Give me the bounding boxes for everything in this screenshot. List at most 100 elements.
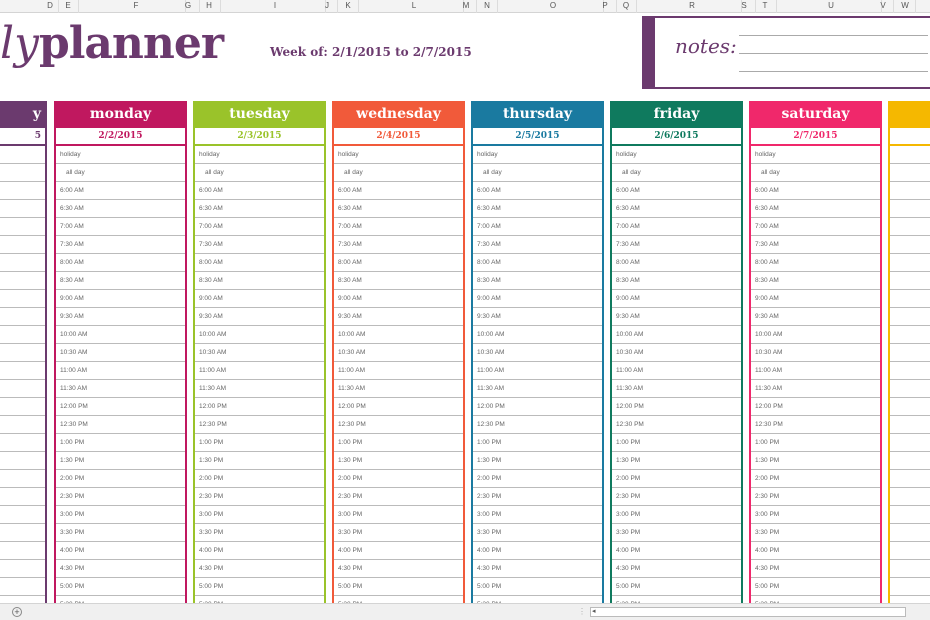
time-slot[interactable]: [890, 182, 930, 200]
time-slot[interactable]: 9:00 AM: [751, 290, 880, 308]
time-slot[interactable]: [0, 434, 45, 452]
time-slot[interactable]: 12:00 PM: [56, 398, 185, 416]
column-separator[interactable]: [199, 0, 200, 13]
time-slot[interactable]: 9:00 AM: [473, 290, 602, 308]
time-slot[interactable]: [890, 560, 930, 578]
time-slot[interactable]: 8:00 AM: [751, 254, 880, 272]
column-separator[interactable]: [755, 0, 756, 13]
time-slot[interactable]: 10:30 AM: [751, 344, 880, 362]
time-slot[interactable]: holiday: [195, 146, 324, 164]
time-slot[interactable]: 11:00 AM: [195, 362, 324, 380]
column-separator[interactable]: [741, 0, 742, 13]
time-slot[interactable]: [0, 452, 45, 470]
time-slot[interactable]: 9:30 AM: [751, 308, 880, 326]
time-slot[interactable]: 8:30 AM: [473, 272, 602, 290]
time-slot[interactable]: 6:30 AM: [56, 200, 185, 218]
column-separator[interactable]: [776, 0, 777, 13]
column-letter[interactable]: Q: [622, 1, 630, 10]
time-slot[interactable]: 3:30 PM: [751, 524, 880, 542]
time-slot[interactable]: [890, 308, 930, 326]
column-letter[interactable]: H: [206, 1, 212, 10]
time-slot[interactable]: 4:00 PM: [751, 542, 880, 560]
time-slot[interactable]: 1:00 PM: [612, 434, 741, 452]
time-slot[interactable]: [890, 362, 930, 380]
time-slot[interactable]: [0, 416, 45, 434]
column-separator[interactable]: [78, 0, 79, 13]
time-slot[interactable]: 12:00 PM: [473, 398, 602, 416]
time-slot[interactable]: 12:00 PM: [334, 398, 463, 416]
time-slot[interactable]: 8:00 AM: [473, 254, 602, 272]
time-slot[interactable]: 12:00 PM: [751, 398, 880, 416]
time-slot[interactable]: 12:30 PM: [195, 416, 324, 434]
time-slot[interactable]: all day: [612, 164, 741, 182]
time-slot[interactable]: 4:30 PM: [334, 560, 463, 578]
time-slot[interactable]: [890, 578, 930, 596]
time-slot[interactable]: 4:30 PM: [56, 560, 185, 578]
time-slot[interactable]: 5:00 PM: [612, 578, 741, 596]
time-slot[interactable]: [890, 398, 930, 416]
time-slot[interactable]: 4:00 PM: [473, 542, 602, 560]
time-slot[interactable]: [0, 470, 45, 488]
time-slot[interactable]: 10:00 AM: [56, 326, 185, 344]
column-separator[interactable]: [476, 0, 477, 13]
time-slot[interactable]: 6:30 AM: [751, 200, 880, 218]
time-slot[interactable]: 12:30 PM: [751, 416, 880, 434]
time-slot[interactable]: [0, 488, 45, 506]
time-slot[interactable]: 5:00 PM: [195, 578, 324, 596]
time-slot[interactable]: [890, 470, 930, 488]
time-slot[interactable]: 8:30 AM: [195, 272, 324, 290]
time-slot[interactable]: 4:00 PM: [56, 542, 185, 560]
time-slot[interactable]: [0, 542, 45, 560]
time-slot[interactable]: 2:00 PM: [751, 470, 880, 488]
time-slot[interactable]: [0, 200, 45, 218]
column-separator[interactable]: [636, 0, 637, 13]
time-slot[interactable]: 3:30 PM: [612, 524, 741, 542]
time-slot[interactable]: 3:00 PM: [195, 506, 324, 524]
time-slot[interactable]: 5:00 PM: [473, 578, 602, 596]
time-slot[interactable]: 5:00 PM: [751, 578, 880, 596]
time-slot[interactable]: [0, 182, 45, 200]
time-slot[interactable]: [0, 272, 45, 290]
time-slot[interactable]: 1:00 PM: [334, 434, 463, 452]
time-slot[interactable]: [890, 416, 930, 434]
time-slot[interactable]: 8:30 AM: [612, 272, 741, 290]
time-slot[interactable]: 9:00 AM: [56, 290, 185, 308]
time-slot[interactable]: 11:30 AM: [56, 380, 185, 398]
time-slot[interactable]: 7:30 AM: [612, 236, 741, 254]
time-slot[interactable]: 7:30 AM: [195, 236, 324, 254]
time-slot[interactable]: 2:00 PM: [334, 470, 463, 488]
time-slot[interactable]: 7:00 AM: [334, 218, 463, 236]
column-letter[interactable]: T: [762, 1, 768, 10]
time-slot[interactable]: 9:00 AM: [195, 290, 324, 308]
time-slot[interactable]: 2:30 PM: [56, 488, 185, 506]
time-slot[interactable]: 2:00 PM: [56, 470, 185, 488]
time-slot[interactable]: [890, 434, 930, 452]
time-slot[interactable]: 9:30 AM: [473, 308, 602, 326]
time-slot[interactable]: [0, 164, 45, 182]
time-slot[interactable]: 7:00 AM: [612, 218, 741, 236]
time-slot[interactable]: 10:00 AM: [195, 326, 324, 344]
column-separator[interactable]: [603, 0, 604, 13]
time-slot[interactable]: 3:30 PM: [195, 524, 324, 542]
time-slot[interactable]: 5:00 PM: [56, 578, 185, 596]
time-slot[interactable]: 12:00 PM: [195, 398, 324, 416]
time-slot[interactable]: 3:30 PM: [473, 524, 602, 542]
time-slot[interactable]: [890, 146, 930, 164]
column-letter[interactable]: M: [462, 1, 470, 10]
time-slot[interactable]: 8:00 AM: [195, 254, 324, 272]
time-slot[interactable]: [0, 398, 45, 416]
time-slot[interactable]: [0, 146, 45, 164]
time-slot[interactable]: 8:00 AM: [612, 254, 741, 272]
time-slot[interactable]: 10:00 AM: [473, 326, 602, 344]
time-slot[interactable]: 1:30 PM: [751, 452, 880, 470]
time-slot[interactable]: 7:00 AM: [473, 218, 602, 236]
time-slot[interactable]: 8:30 AM: [334, 272, 463, 290]
time-slot[interactable]: 8:00 AM: [334, 254, 463, 272]
time-slot[interactable]: 7:00 AM: [195, 218, 324, 236]
time-slot[interactable]: [0, 326, 45, 344]
time-slot[interactable]: 12:30 PM: [612, 416, 741, 434]
column-separator[interactable]: [325, 0, 326, 13]
time-slot[interactable]: 11:30 AM: [195, 380, 324, 398]
time-slot[interactable]: 7:30 AM: [751, 236, 880, 254]
time-slot[interactable]: [890, 380, 930, 398]
